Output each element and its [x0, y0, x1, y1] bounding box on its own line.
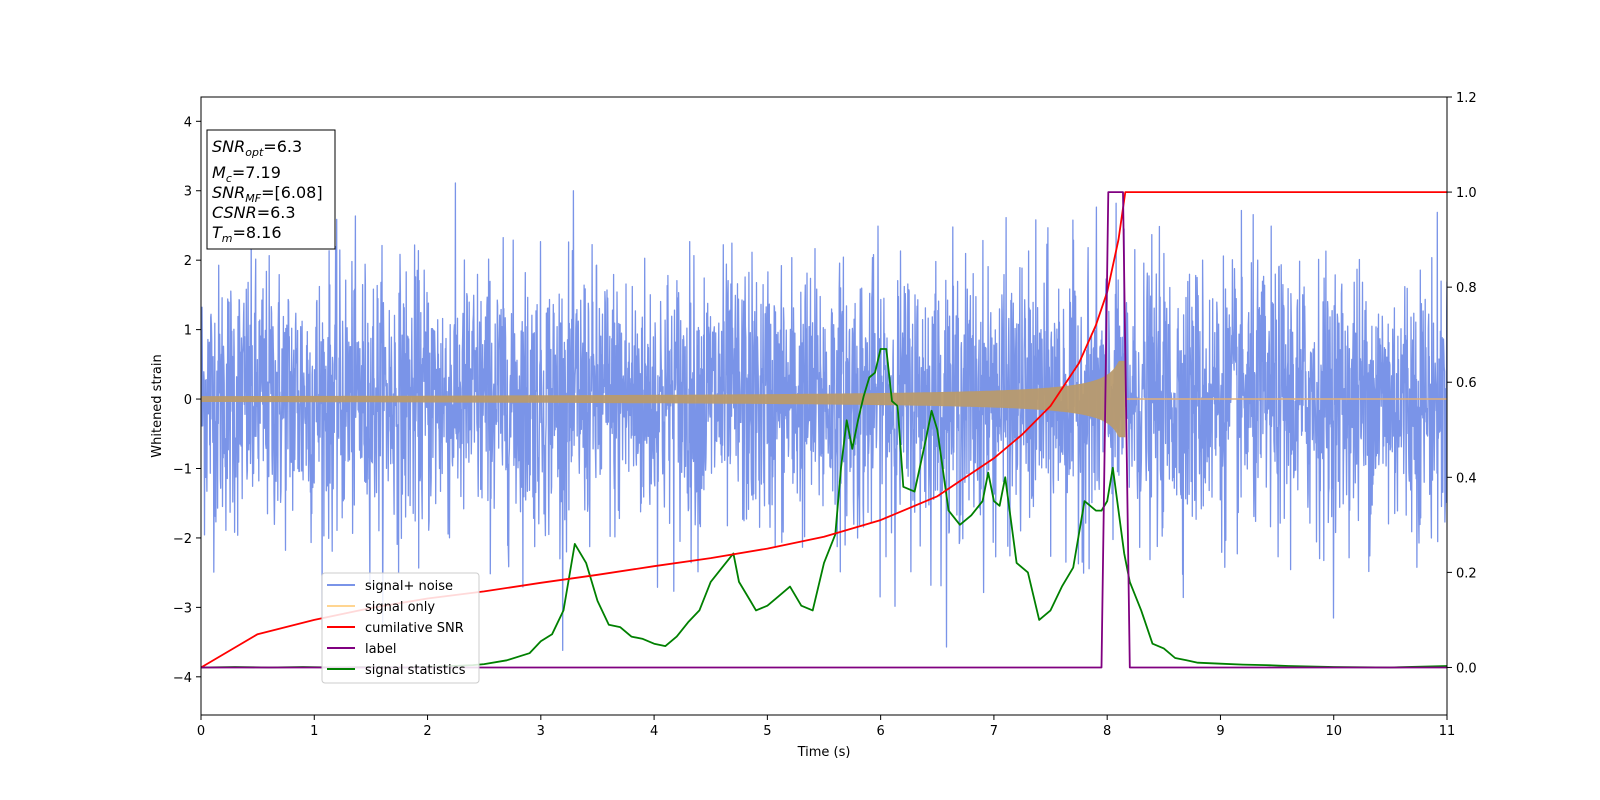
signal-statistics-line [201, 348, 1447, 669]
y-left-tick-label: 2 [184, 254, 192, 269]
label-line [201, 191, 1447, 669]
legend: signal+ noise signal only cumilative SNR… [321, 572, 480, 684]
y-left-tick-label: 4 [184, 115, 192, 130]
x-tick-label: 7 [990, 724, 998, 739]
legend-label-cumulative-snr: cumilative SNR [365, 621, 464, 636]
y-right-tick-label: 0.6 [1456, 376, 1477, 391]
legend-frame [321, 572, 480, 684]
y-axis-right: 0.0 0.2 0.4 0.6 0.8 1.0 1.2 [1447, 91, 1477, 676]
y-left-tick-label: 0 [184, 393, 192, 408]
x-axis: 0 1 2 3 4 5 6 7 8 9 10 11 [197, 715, 1455, 739]
info-snr-opt: SNRopt=6.3 [212, 137, 302, 159]
x-tick-label: 2 [423, 724, 431, 739]
info-box: SNRopt=6.3 Mc=7.19 SNRMF=[6.08] CSNR=6.3… [206, 129, 336, 250]
x-tick-label: 4 [650, 724, 658, 739]
x-tick-label: 11 [1439, 724, 1456, 739]
x-tick-label: 3 [537, 724, 545, 739]
info-tm: Tm=8.16 [212, 223, 282, 245]
info-box-frame [206, 129, 336, 250]
x-tick-label: 0 [197, 724, 205, 739]
y-left-tick-label: −4 [173, 671, 192, 686]
info-snr-mf: SNRMF=[6.08] [212, 183, 323, 205]
info-csnr: CSNR=6.3 [212, 203, 296, 222]
x-tick-label: 1 [310, 724, 318, 739]
signal-noise-line [201, 182, 1447, 652]
x-tick-label: 9 [1216, 724, 1224, 739]
series-signal-noise [201, 182, 1447, 652]
x-tick-label: 8 [1103, 724, 1111, 739]
series-signal-only [201, 360, 1447, 438]
y-left-tick-label: 1 [184, 324, 192, 339]
x-tick-label: 6 [876, 724, 884, 739]
x-tick-label: 10 [1325, 724, 1342, 739]
x-tick-label: 5 [763, 724, 771, 739]
plot-frame [200, 96, 1448, 716]
legend-label-signal-only: signal only [365, 600, 435, 615]
y-right-tick-label: 0.8 [1456, 281, 1477, 296]
y-right-tick-label: 1.0 [1456, 186, 1477, 201]
info-mc: Mc=7.19 [212, 163, 281, 185]
y-left-tick-label: −1 [173, 462, 192, 477]
y-left-tick-label: −3 [173, 601, 192, 616]
x-axis-label: Time (s) [797, 745, 851, 760]
y-axis-label: Whitened strain [150, 354, 165, 457]
legend-label-label: label [365, 642, 396, 657]
signal-only-band [201, 360, 1126, 438]
legend-label-signal-noise: signal+ noise [365, 579, 453, 594]
legend-label-signal-statistics: signal statistics [365, 663, 466, 678]
y-left-tick-label: 3 [184, 185, 192, 200]
y-left-tick-label: −2 [173, 532, 192, 547]
y-right-tick-label: 0.0 [1456, 661, 1477, 676]
y-right-tick-label: 0.2 [1456, 566, 1477, 581]
y-right-tick-label: 0.4 [1456, 471, 1477, 486]
y-right-tick-label: 1.2 [1456, 91, 1477, 106]
y-axis-left: −4 −3 −2 −1 0 1 2 3 4 [173, 115, 201, 686]
